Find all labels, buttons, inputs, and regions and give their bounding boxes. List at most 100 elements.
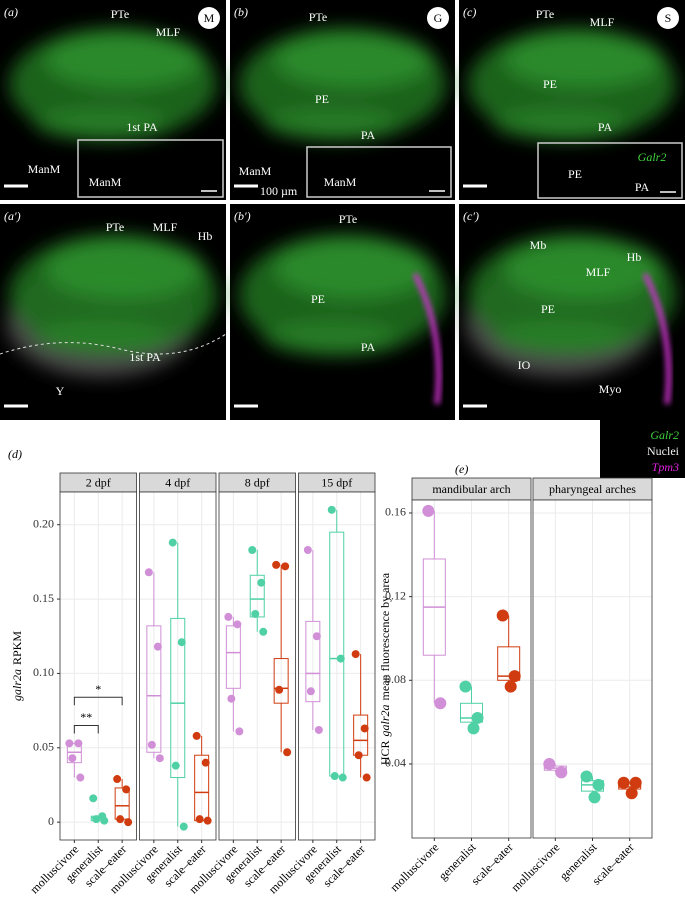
tissue-glow	[504, 238, 663, 300]
legend-box	[600, 420, 685, 478]
stain-legend: Nuclei	[647, 444, 680, 458]
panel-border	[532, 499, 653, 839]
badge-letter: G	[434, 11, 443, 25]
strip-label: 15 dpf	[321, 475, 352, 489]
y-axis-label-part: mean fluorescence by area	[378, 572, 392, 700]
strip-label: pharyngeal arches	[549, 482, 636, 496]
tissue-glow	[492, 320, 629, 356]
structure-label: 1st PA	[126, 120, 158, 134]
point	[362, 773, 371, 782]
point	[89, 794, 98, 803]
structure-label: PA	[635, 180, 650, 194]
point	[116, 815, 125, 824]
point	[275, 685, 284, 694]
point	[179, 822, 188, 831]
point	[192, 731, 201, 740]
point	[303, 546, 312, 554]
point	[508, 670, 521, 683]
point	[496, 609, 509, 622]
chart-label: (e)	[455, 462, 468, 476]
point	[224, 612, 233, 621]
point	[543, 757, 556, 770]
structure-label: PA	[361, 340, 376, 354]
fluorescence	[6, 234, 217, 377]
structure-label: PE	[568, 167, 582, 181]
y-axis-label: HCR galr2a mean fluorescence by area	[378, 572, 392, 765]
y-tick-label: 0.12	[385, 588, 406, 602]
point	[203, 816, 212, 825]
point	[153, 642, 162, 651]
point	[272, 560, 281, 569]
inset-frame	[306, 146, 452, 198]
point	[259, 627, 268, 636]
point	[338, 773, 347, 782]
point	[235, 727, 244, 736]
point	[314, 725, 323, 734]
tissue-glow	[33, 108, 170, 140]
structure-label: PE	[543, 77, 557, 91]
point	[251, 609, 260, 618]
yolk-boundary	[0, 333, 227, 355]
badge	[427, 7, 449, 29]
point	[422, 504, 435, 517]
box	[146, 625, 162, 753]
point	[195, 815, 204, 824]
box	[460, 702, 483, 723]
point	[144, 568, 153, 577]
structure-label: Hb	[198, 229, 213, 243]
structure-label: PA	[361, 128, 376, 142]
panel-label: (b′)	[234, 209, 251, 223]
fluorescence	[465, 234, 676, 377]
point	[257, 578, 266, 587]
point	[434, 697, 447, 710]
stain-legend: Galr2	[650, 428, 679, 442]
point	[306, 687, 315, 696]
structure-label: PTe	[339, 212, 358, 226]
structure-label: 1st PA	[129, 350, 161, 364]
tissue-glow	[504, 32, 663, 88]
y-axis-label: galr2a RPKM	[10, 631, 24, 701]
badge-letter: M	[204, 11, 215, 25]
structure-label: PE	[541, 302, 555, 316]
point	[588, 791, 601, 804]
point	[68, 754, 77, 763]
point	[629, 776, 642, 789]
y-tick-label: 0.04	[385, 756, 406, 770]
box	[225, 625, 241, 689]
point	[312, 632, 321, 641]
y-tick-label: 0.08	[385, 672, 406, 686]
point	[76, 773, 85, 782]
y-tick-label: 0.10	[33, 665, 54, 679]
panel-label: (c)	[463, 5, 476, 19]
structure-label: PTe	[111, 7, 130, 21]
box	[273, 658, 289, 704]
significance-bracket	[73, 696, 123, 706]
structure-label: MLF	[586, 265, 611, 279]
stain-legend: Tpm3	[652, 460, 679, 474]
point	[74, 739, 83, 748]
panel-border	[59, 491, 137, 841]
fluorescence	[9, 28, 217, 140]
structure-label: Myo	[599, 382, 622, 396]
box	[497, 646, 521, 681]
tissue-glow	[275, 32, 433, 88]
point	[155, 754, 164, 763]
y-axis-label-part: galr2a	[378, 704, 392, 736]
strip-label: 4 dpf	[165, 475, 190, 489]
tissue-glow	[492, 108, 629, 140]
structure-label: IO	[518, 358, 531, 372]
strip-label: 2 dpf	[86, 475, 111, 489]
y-tick-label: 0.05	[33, 740, 54, 754]
inset-frame	[77, 139, 224, 198]
structure-label: MLF	[156, 25, 181, 39]
significance-label: **	[80, 710, 92, 724]
structure-label: Y	[56, 384, 65, 398]
structure-label: MLF	[153, 220, 178, 234]
significance-label: *	[95, 682, 101, 696]
structure-label: Galr2	[638, 150, 667, 164]
y-tick-label: 0	[48, 814, 54, 828]
y-axis-label-part: HCR	[378, 740, 392, 765]
structure-label: PTe	[309, 10, 328, 24]
point	[100, 816, 109, 825]
point	[336, 654, 345, 663]
